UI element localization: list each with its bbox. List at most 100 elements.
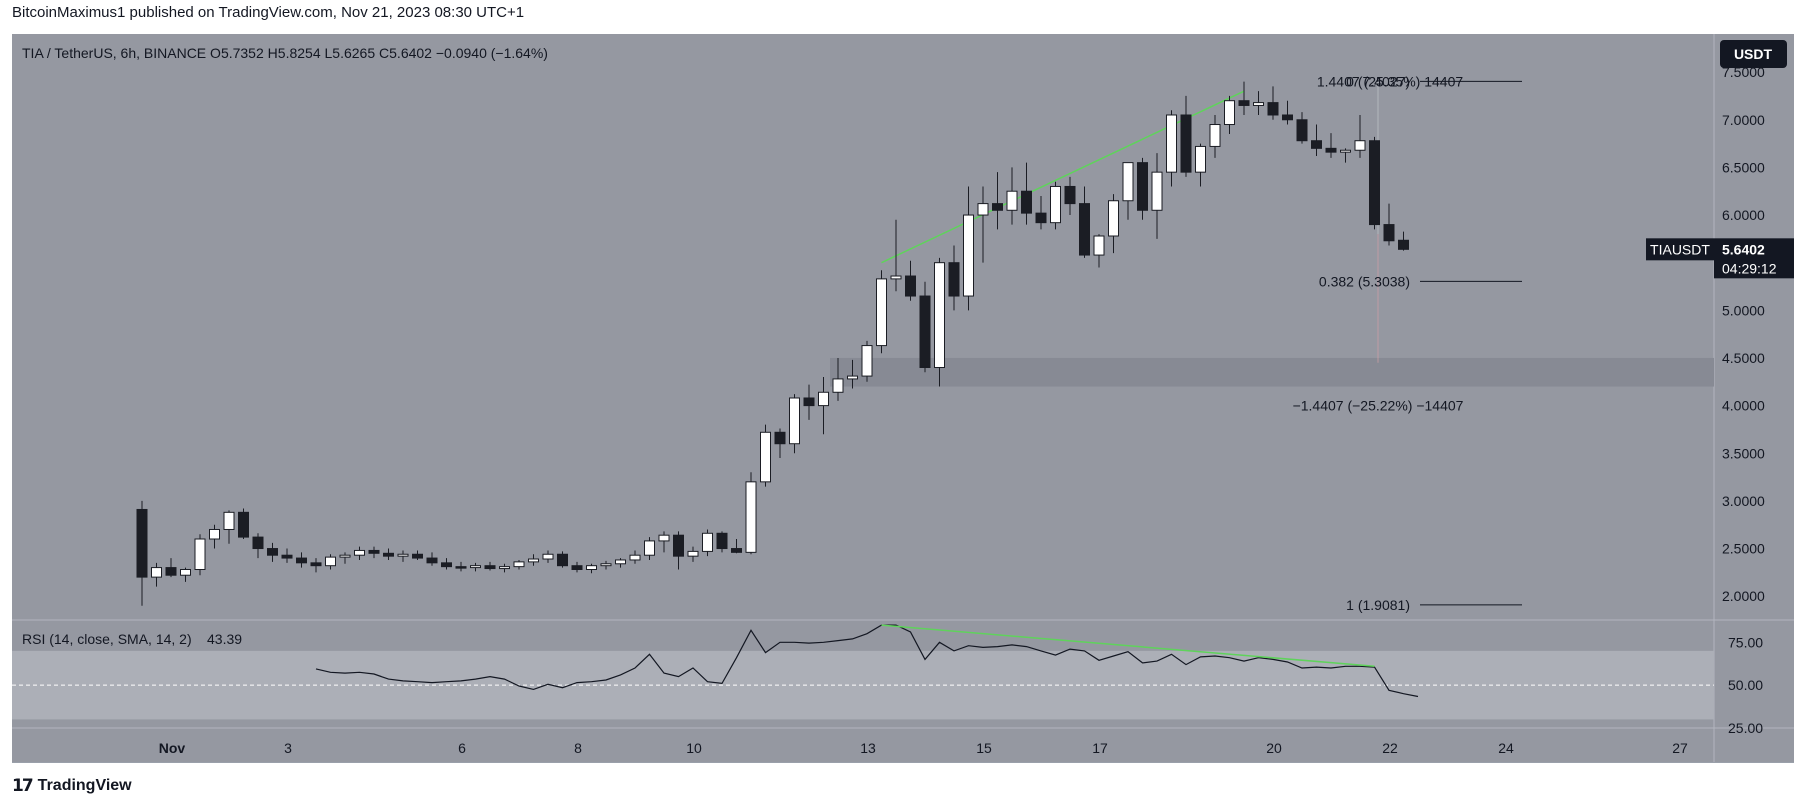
measure-label: 1.4407 (25.35%) 14407 <box>1317 74 1464 90</box>
candle <box>412 550 423 560</box>
candle <box>1325 133 1337 158</box>
candle-body <box>1238 100 1250 106</box>
time-tick-label: 17 <box>1092 740 1108 756</box>
candle-body <box>731 548 742 553</box>
candle <box>1282 100 1293 125</box>
ohlc-value: 5.8254 <box>278 45 325 61</box>
candle <box>832 357 844 401</box>
tradingview-logo[interactable]: 17 TradingView <box>12 776 132 796</box>
candle-body <box>151 567 162 578</box>
candle-body <box>252 536 264 550</box>
candle-body <box>745 481 757 553</box>
candle-body <box>1180 114 1192 173</box>
candle <box>1369 136 1380 230</box>
candle-body <box>310 562 322 567</box>
candle-body <box>499 566 510 570</box>
candle <box>455 561 467 572</box>
candle-body <box>1122 162 1134 202</box>
candle-body <box>963 214 974 297</box>
candle-body <box>948 262 960 297</box>
rsi-line[interactable] <box>315 624 1419 698</box>
candle-body <box>832 378 844 393</box>
candle <box>1050 181 1061 230</box>
candle <box>774 428 786 459</box>
candle <box>209 524 220 549</box>
support-zone <box>830 357 1714 387</box>
rsi-divergence-line[interactable] <box>881 624 1375 668</box>
candle-body <box>180 568 191 576</box>
candle-body <box>615 559 626 565</box>
candle <box>136 500 148 606</box>
last-price-tag: 5.6402 <box>1722 241 1765 257</box>
candle <box>1340 148 1351 163</box>
candle <box>1209 114 1221 158</box>
price-tick-label: 7.0000 <box>1722 112 1765 128</box>
price-pane[interactable] <box>12 34 1714 620</box>
candle-body <box>165 567 177 576</box>
candle-body <box>1311 140 1322 149</box>
candle <box>1079 186 1090 258</box>
time-tick-label: 13 <box>860 740 876 756</box>
candle <box>876 270 887 354</box>
candle-body <box>673 534 684 557</box>
candle <box>1064 176 1076 216</box>
ohlc-value: TIA / TetherUS, 6h, BINANCE <box>22 45 210 61</box>
price-tick-label: 7.5000 <box>1722 64 1765 80</box>
candle-body <box>194 538 206 570</box>
candle <box>615 558 626 568</box>
candle-body <box>441 562 452 568</box>
symbol-legend: TIA / TetherUS, 6h, BINANCE O5.7352 H5.8… <box>22 45 548 61</box>
candle <box>296 552 307 568</box>
candle <box>513 559 525 570</box>
candle <box>992 172 1003 230</box>
candle-body <box>1383 224 1395 242</box>
candle-body <box>267 548 278 556</box>
candle-body <box>484 565 496 570</box>
candle-body <box>368 549 380 554</box>
candle <box>658 531 670 553</box>
ohlc-key: O <box>210 45 221 61</box>
currency-button-label[interactable]: USDT <box>1734 46 1773 62</box>
candle-body <box>513 561 525 568</box>
candle-body <box>557 553 568 567</box>
currency-button-bg[interactable] <box>1720 40 1787 68</box>
price-tick-label: 6.5000 <box>1722 159 1765 175</box>
measure-label: −1.4407 (−25.22%) −14407 <box>1293 398 1464 414</box>
candle <box>629 550 641 564</box>
candle <box>963 186 974 311</box>
candle-body <box>760 431 771 483</box>
candle <box>948 245 960 311</box>
ohlc-key: H <box>268 45 278 61</box>
candle-body <box>223 511 235 530</box>
candle-body <box>397 553 409 557</box>
time-tick-label: 27 <box>1672 740 1688 756</box>
candle <box>847 359 858 389</box>
candle-body <box>716 532 728 550</box>
currency-button[interactable]: USDT <box>1720 40 1787 68</box>
candle-body <box>1108 200 1119 237</box>
candle-body <box>542 553 554 560</box>
candle <box>905 260 916 301</box>
candle-body <box>629 554 641 561</box>
time-tick-label: 8 <box>574 740 582 756</box>
candle <box>542 550 554 563</box>
candle <box>339 552 351 564</box>
candle <box>1021 162 1032 225</box>
candle-body <box>136 508 148 578</box>
candle <box>1238 81 1250 115</box>
candle-body <box>1224 100 1235 126</box>
candle <box>383 548 394 560</box>
candle-body <box>977 203 989 216</box>
candle-body <box>774 431 786 445</box>
candle <box>1253 91 1264 115</box>
candle <box>499 563 510 573</box>
price-axis[interactable] <box>1714 34 1794 728</box>
time-axis[interactable] <box>12 728 1794 762</box>
candle <box>1224 95 1235 135</box>
time-tick-label: 15 <box>976 740 992 756</box>
candle-body <box>296 557 307 564</box>
candle <box>238 508 249 540</box>
rsi-title: RSI (14, close, SMA, 14, 2) <box>22 631 192 647</box>
candle <box>1151 153 1163 239</box>
